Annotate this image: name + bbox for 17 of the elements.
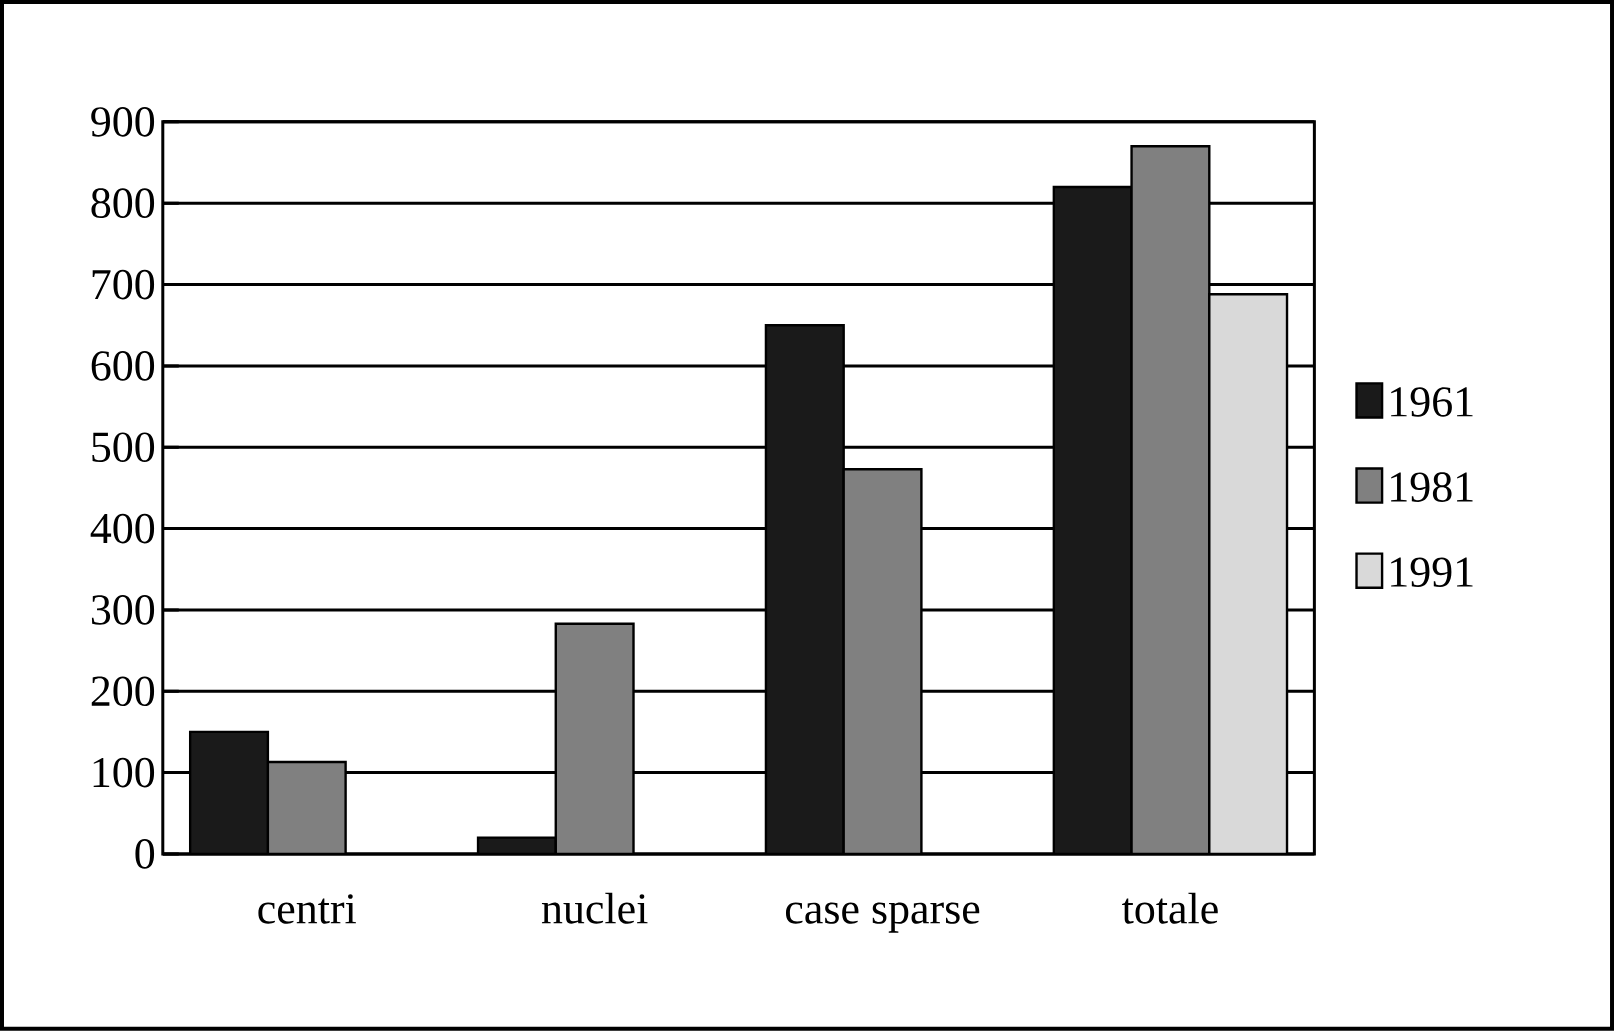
y-tick-label: 400 [90,513,155,544]
y-tick-label: 300 [91,595,155,625]
y-tick-label: 800 [91,188,155,219]
y-tick-label: 600 [91,351,155,381]
x-tick-label: case sparse [785,902,980,933]
legend-label: 1961 [1391,387,1473,417]
legend-label: 1991 [1391,557,1473,588]
x-tick-label: centri [258,894,356,924]
legend-label: 1981 [1391,472,1473,503]
y-tick-label: 200 [91,676,155,707]
x-tick-label: nuclei [541,892,648,924]
y-tick-label: 700 [92,269,155,300]
y-tick-label: 0 [135,839,155,869]
y-tick-label: 100 [93,757,155,788]
y-tick-label: 900 [91,107,155,137]
y-tick-label: 500 [92,432,155,463]
x-tick-label: totale [1122,892,1218,924]
